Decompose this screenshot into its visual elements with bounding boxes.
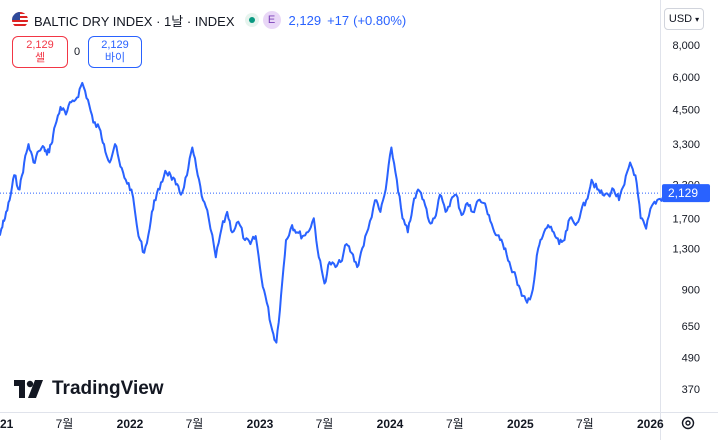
- x-tick-label: 7월: [576, 417, 594, 431]
- x-tick-label: 2026: [637, 417, 664, 431]
- y-tick-label: 6,000: [672, 72, 700, 84]
- x-tick-label: 7월: [446, 417, 464, 431]
- currency-label: USD: [668, 13, 693, 25]
- y-tick-label: 900: [682, 285, 700, 297]
- spread-value: 0: [74, 46, 81, 58]
- y-tick-label: 650: [682, 321, 700, 333]
- logo-text: TradingView: [52, 378, 164, 399]
- last-price-tag: 2,129: [662, 184, 710, 203]
- gear-icon: [681, 416, 695, 430]
- sell-label: 셀: [34, 52, 46, 64]
- symbol-legend[interactable]: BALTIC DRY INDEX · 1날 · INDEX E 2,129 +1…: [12, 10, 406, 30]
- x-tick-label: 2021: [0, 417, 14, 431]
- sell-price: 2,129: [26, 39, 54, 51]
- y-tick-label: 1,700: [672, 213, 700, 225]
- last-price-tag-background: [662, 184, 710, 203]
- y-tick-label: 370: [682, 384, 700, 396]
- tradingview-logo[interactable]: TradingView: [14, 378, 164, 400]
- price-series-line: [0, 81, 668, 344]
- buy-label: 바이: [104, 52, 126, 64]
- legend-change-percent: (+0.80%): [353, 12, 407, 28]
- us-flag-icon: [12, 12, 28, 28]
- x-tick-label: 7월: [316, 417, 334, 431]
- y-tick-label: 490: [682, 353, 700, 365]
- tradingview-logo-icon: [14, 380, 43, 398]
- y-tick-label: 1,300: [672, 243, 700, 255]
- x-tick-label: 2023: [247, 417, 274, 431]
- x-tick-label: 2025: [507, 417, 534, 431]
- x-tick-label: 7월: [186, 417, 204, 431]
- buy-button[interactable]: 2,129 바이: [88, 36, 142, 68]
- legend-change: +17: [327, 12, 350, 28]
- time-axis[interactable]: 2021 7월 2022 7월 2023 7월 2024 7월 2025 7월 2026: [0, 417, 664, 431]
- price-axis[interactable]: 8,0006,0004,5003,3002,3001,7001,30090065…: [672, 40, 700, 396]
- x-tick-label: 2024: [377, 417, 404, 431]
- market-status-icon[interactable]: [244, 13, 259, 27]
- buy-price: 2,129: [101, 39, 129, 51]
- x-tick-label: 7월: [56, 417, 74, 431]
- y-tick-label: 4,500: [672, 104, 700, 116]
- sell-button[interactable]: 2,129 셀: [12, 36, 68, 68]
- x-tick-label: 2022: [117, 417, 144, 431]
- symbol-title[interactable]: BALTIC DRY INDEX · 1날 · INDEX: [34, 13, 235, 29]
- y-tick-label: 3,300: [672, 139, 700, 151]
- price-line-layer: [0, 81, 668, 344]
- exchange-badge[interactable]: E: [262, 11, 281, 29]
- legend-last-price: 2,129: [288, 12, 322, 28]
- y-tick-label: 8,000: [672, 40, 700, 52]
- currency-selector[interactable]: USD ▾: [664, 8, 704, 30]
- chevron-down-icon: ▾: [695, 14, 700, 24]
- settings-icon[interactable]: [678, 413, 698, 433]
- last-price-tag-label: 2,129: [668, 186, 698, 200]
